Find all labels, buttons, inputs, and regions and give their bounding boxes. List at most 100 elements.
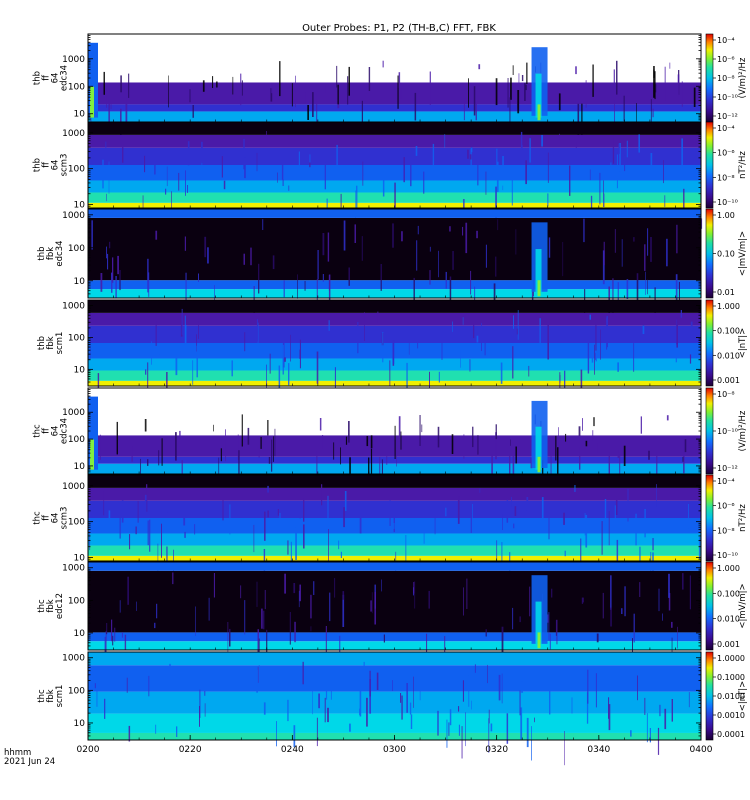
spectral-streak (290, 334, 291, 362)
spectral-streak (399, 88, 402, 99)
spectral-streak (529, 586, 531, 617)
spectral-streak (277, 509, 279, 516)
spectral-streak (616, 60, 618, 95)
spectral-streak (416, 240, 418, 271)
spectral-streak (642, 325, 645, 334)
spectral-streak (124, 634, 127, 650)
spectral-band (88, 545, 701, 556)
spectral-streak (619, 454, 621, 481)
spectral-streak (446, 719, 448, 748)
spectral-streak (355, 190, 356, 220)
spectral-streak (103, 71, 105, 95)
spectral-streak (108, 100, 110, 129)
spectral-streak (179, 430, 181, 441)
spectral-streak (128, 73, 130, 98)
colorbar-scale (705, 474, 714, 562)
spectral-streak (612, 278, 614, 314)
spectral-streak (587, 669, 589, 704)
spectral-streak (525, 84, 527, 91)
spectral-streak (121, 632, 123, 638)
spectral-streak (366, 436, 369, 447)
spectral-streak (437, 710, 439, 736)
spectral-streak (148, 675, 150, 697)
spectral-streak (468, 78, 469, 108)
spectral-streak (421, 424, 423, 433)
spectral-streak (519, 690, 521, 716)
spectral-streak (303, 497, 305, 522)
spectral-streak (271, 82, 273, 94)
wave-burst-core (535, 73, 542, 118)
spectral-streak (181, 460, 183, 482)
spectral-streak (434, 508, 436, 535)
spectral-streak (449, 226, 451, 232)
spectral-streak (283, 280, 285, 298)
spectral-streak (688, 692, 690, 708)
spectral-streak (462, 680, 464, 702)
spectral-streak (554, 95, 556, 101)
spectral-streak (401, 231, 403, 242)
spectral-streak (149, 519, 151, 552)
spectral-streak (196, 334, 197, 352)
spectral-streak (166, 546, 168, 570)
wave-burst-peak (537, 632, 541, 649)
spectral-streak (369, 670, 371, 697)
spectral-band (88, 122, 701, 135)
spectral-streak (614, 99, 615, 127)
spectral-streak (423, 532, 425, 544)
spectral-streak (302, 661, 304, 685)
spectral-streak (140, 458, 141, 474)
spectral-streak (652, 108, 654, 118)
spectral-band (88, 713, 701, 733)
spectral-streak (377, 311, 379, 324)
y-tick-label: 10 (74, 554, 86, 564)
wave-burst-peak (537, 280, 541, 297)
spectral-streak (327, 232, 330, 262)
spectral-streak (194, 524, 196, 535)
spectral-streak (269, 353, 271, 374)
spectral-streak (429, 71, 431, 105)
spectral-streak (238, 450, 240, 474)
spectral-streak (496, 148, 498, 178)
spectral-streak (501, 673, 503, 704)
spectral-streak (477, 435, 479, 455)
spectral-streak (485, 629, 487, 637)
spectral-streak (476, 335, 479, 343)
spectral-streak (366, 697, 368, 727)
spectral-streak (171, 191, 172, 208)
y-tick-label: 100 (68, 518, 85, 528)
spectral-streak (342, 591, 345, 600)
spectral-streak (178, 172, 180, 191)
spectral-streak (690, 166, 692, 180)
spectral-streak (368, 67, 371, 91)
spectral-streak (528, 365, 530, 377)
spectral-streak (603, 180, 604, 194)
spectral-streak (128, 725, 131, 742)
spectral-streak (647, 279, 648, 295)
spectral-streak (105, 141, 107, 150)
spectral-streak (220, 448, 222, 462)
colorbar-tick-label: 0.001 (717, 376, 740, 385)
spectral-streak (398, 72, 401, 88)
spectral-streak (517, 310, 519, 340)
spectral-streak (336, 144, 338, 169)
panel-label-line: fbk (46, 247, 56, 260)
spectral-streak (581, 103, 583, 137)
spectral-streak (575, 142, 577, 148)
y-tick-label: 100 (68, 686, 85, 696)
spectral-streak (564, 731, 565, 766)
spectral-streak (184, 315, 186, 345)
spectral-streak (137, 501, 139, 523)
spectral-streak (288, 363, 290, 386)
colorbar: 1.000 0.100 0.010 0.001 <|mV/m|> (705, 561, 748, 651)
spectral-band (88, 562, 701, 571)
spectral-band (88, 34, 701, 83)
spectral-band (88, 358, 701, 371)
spectral-streak (495, 256, 497, 277)
y-tick-label: 1000 (62, 302, 85, 312)
spectral-streak (322, 233, 325, 256)
colorbar-tick-label: 0.0100 (717, 692, 745, 701)
spectral-streak (491, 453, 493, 481)
spectral-streak (401, 695, 403, 720)
spectral-streak (316, 279, 318, 311)
